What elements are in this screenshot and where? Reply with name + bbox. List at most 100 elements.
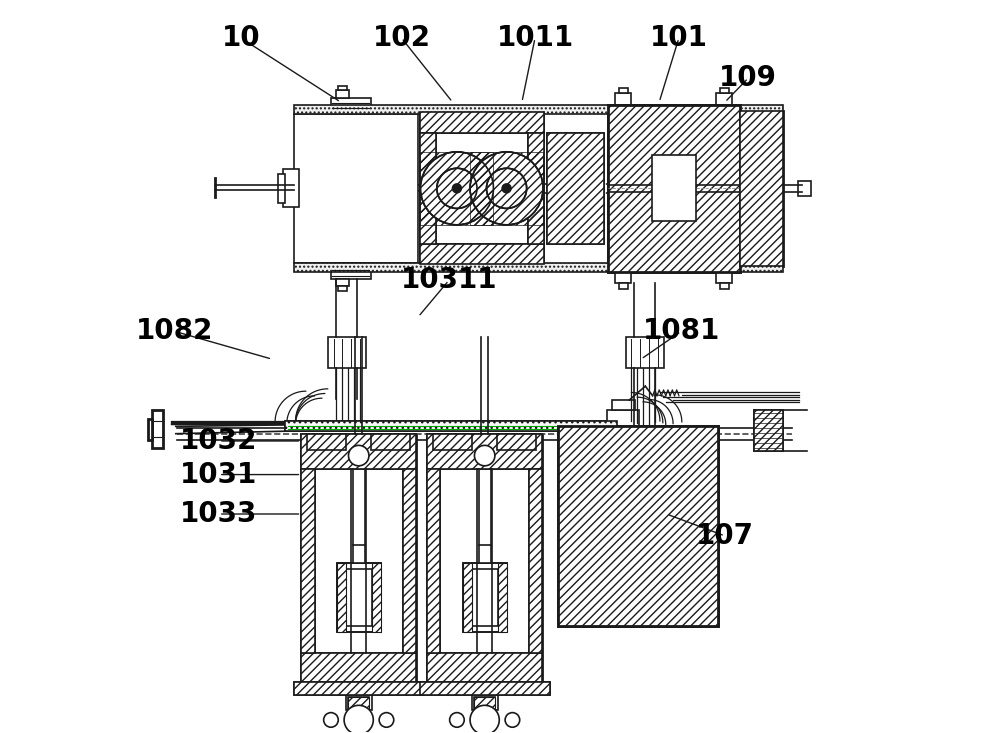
Bar bbox=[427, 653, 542, 682]
Bar bbox=[283, 169, 299, 207]
Bar bbox=[450, 244, 464, 251]
Bar bbox=[498, 563, 507, 633]
Text: 1033: 1033 bbox=[180, 500, 258, 528]
Text: 107: 107 bbox=[696, 522, 754, 550]
Circle shape bbox=[437, 169, 477, 208]
Bar bbox=[754, 410, 783, 452]
Bar bbox=[346, 569, 372, 627]
Bar bbox=[720, 87, 729, 93]
Bar bbox=[338, 286, 347, 290]
Bar bbox=[285, 421, 617, 432]
Text: 1081: 1081 bbox=[642, 317, 720, 345]
Bar bbox=[615, 271, 631, 283]
Circle shape bbox=[450, 712, 464, 727]
Bar bbox=[348, 696, 369, 710]
Bar bbox=[463, 563, 472, 633]
Circle shape bbox=[505, 712, 520, 727]
Bar bbox=[420, 244, 544, 265]
Bar bbox=[294, 682, 423, 695]
Text: 1082: 1082 bbox=[136, 317, 214, 345]
Bar bbox=[307, 435, 410, 451]
Bar bbox=[544, 112, 608, 265]
Bar bbox=[313, 450, 404, 463]
Bar bbox=[502, 251, 511, 257]
Bar bbox=[479, 545, 491, 563]
Bar bbox=[558, 427, 718, 626]
Bar bbox=[547, 133, 604, 244]
Circle shape bbox=[470, 705, 499, 733]
Circle shape bbox=[324, 712, 338, 727]
Bar bbox=[436, 133, 528, 244]
Text: 1032: 1032 bbox=[180, 427, 258, 455]
Bar bbox=[740, 111, 783, 266]
Bar bbox=[301, 434, 416, 468]
Bar bbox=[612, 400, 635, 410]
Bar bbox=[798, 181, 811, 196]
Bar bbox=[346, 695, 372, 710]
Bar bbox=[463, 563, 507, 633]
Bar bbox=[474, 696, 495, 710]
Bar bbox=[716, 271, 732, 283]
Bar bbox=[470, 152, 543, 225]
Bar bbox=[301, 434, 416, 682]
Bar bbox=[474, 696, 495, 710]
Text: 1011: 1011 bbox=[496, 24, 574, 52]
Circle shape bbox=[474, 446, 495, 465]
Circle shape bbox=[348, 446, 369, 465]
Bar bbox=[499, 244, 514, 251]
Bar bbox=[528, 133, 544, 244]
Bar bbox=[336, 279, 349, 286]
Bar bbox=[152, 410, 163, 449]
Bar bbox=[307, 435, 346, 451]
Bar bbox=[497, 435, 536, 451]
Bar bbox=[348, 696, 369, 710]
Circle shape bbox=[470, 152, 543, 225]
Bar bbox=[337, 563, 346, 633]
Bar bbox=[148, 419, 152, 440]
Bar bbox=[499, 125, 514, 133]
Bar bbox=[420, 682, 550, 695]
Bar bbox=[472, 569, 498, 627]
Bar bbox=[608, 105, 740, 271]
Bar bbox=[372, 563, 381, 633]
Bar bbox=[626, 337, 664, 368]
Bar bbox=[529, 468, 542, 653]
Bar bbox=[440, 468, 529, 653]
Bar bbox=[294, 114, 418, 263]
Text: 10311: 10311 bbox=[401, 266, 497, 295]
Bar bbox=[336, 90, 349, 97]
Bar bbox=[472, 695, 498, 710]
Bar bbox=[453, 251, 461, 257]
Bar bbox=[607, 410, 639, 427]
Circle shape bbox=[486, 169, 527, 208]
Bar bbox=[502, 119, 511, 125]
Circle shape bbox=[453, 184, 461, 193]
Bar bbox=[353, 545, 365, 563]
Bar bbox=[337, 563, 381, 633]
Bar bbox=[294, 682, 423, 695]
Bar bbox=[338, 86, 347, 90]
Bar bbox=[450, 125, 464, 133]
Bar bbox=[453, 119, 461, 125]
Bar bbox=[337, 563, 381, 633]
Bar bbox=[463, 563, 507, 633]
Bar bbox=[331, 97, 371, 114]
Circle shape bbox=[379, 712, 394, 727]
Text: 10: 10 bbox=[221, 24, 260, 52]
Bar bbox=[716, 93, 732, 105]
Bar bbox=[439, 450, 530, 463]
Bar bbox=[403, 468, 416, 653]
Bar bbox=[420, 112, 544, 133]
Text: 1031: 1031 bbox=[180, 460, 257, 489]
Bar bbox=[547, 133, 604, 244]
Bar bbox=[619, 87, 628, 93]
Bar bbox=[427, 434, 542, 468]
Bar bbox=[285, 421, 617, 432]
Bar bbox=[608, 105, 740, 271]
Bar bbox=[420, 133, 436, 244]
Circle shape bbox=[344, 705, 373, 733]
Bar bbox=[433, 435, 536, 451]
Circle shape bbox=[502, 184, 511, 193]
Bar bbox=[720, 283, 729, 289]
Bar bbox=[754, 410, 783, 452]
